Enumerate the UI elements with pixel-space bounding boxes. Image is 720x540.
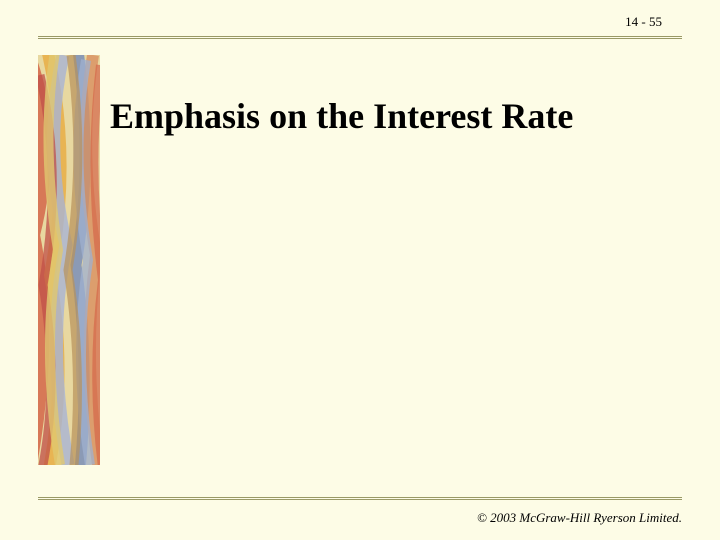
bottom-rule bbox=[38, 497, 682, 500]
page-title: Emphasis on the Interest Rate bbox=[110, 95, 690, 137]
decorative-band bbox=[38, 55, 100, 465]
copyright: © 2003 McGraw-Hill Ryerson Limited. bbox=[477, 510, 682, 526]
page-number: 14 - 55 bbox=[625, 14, 662, 30]
top-rule bbox=[38, 36, 682, 39]
